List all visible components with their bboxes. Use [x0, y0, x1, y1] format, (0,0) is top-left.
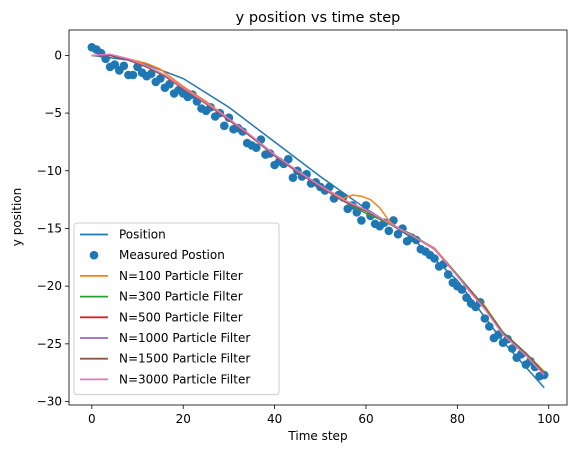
legend-label: N=100 Particle Filter	[119, 269, 243, 283]
x-tick-label: 0	[88, 412, 96, 426]
legend-label: N=1000 Particle Filter	[119, 331, 250, 345]
series-line-filter-6	[91, 53, 545, 376]
y-tick-label: −15	[37, 221, 62, 235]
measured-point	[220, 121, 229, 131]
x-axis-title: Time step	[287, 429, 347, 443]
measured-point	[384, 226, 394, 236]
legend-label: N=1500 Particle Filter	[119, 352, 250, 366]
measured-point	[462, 293, 471, 303]
measured-point	[265, 149, 275, 158]
legend-label: Measured Postion	[119, 248, 225, 262]
y-tick-label: −30	[37, 395, 62, 409]
measured-point	[165, 79, 174, 89]
measured-point	[110, 60, 119, 69]
measured-point	[156, 74, 165, 83]
x-tick-label: 20	[176, 412, 191, 426]
measured-point	[288, 173, 298, 182]
x-tick-label: 40	[267, 412, 282, 426]
axes: 0 20 40 60 80 100 0 −5 −10 −15 −20 −25 −30	[37, 48, 561, 426]
legend-label: N=3000 Particle Filter	[119, 372, 250, 386]
measured-point	[357, 216, 366, 225]
measured-point	[146, 69, 156, 79]
x-tick-label: 80	[450, 412, 465, 426]
measured-point	[119, 61, 129, 71]
legend-frame	[73, 222, 280, 396]
measured-point	[480, 314, 490, 323]
y-tick-label: −5	[44, 106, 62, 120]
measured-point	[485, 322, 494, 331]
y-tick-label: −20	[37, 279, 62, 293]
legend-label: N=300 Particle Filter	[119, 290, 243, 304]
measured-point	[507, 344, 517, 353]
plot-area	[87, 43, 549, 389]
y-tick-label: −25	[37, 337, 62, 351]
y-axis-title: y position	[10, 188, 24, 246]
y-tick-label: −10	[37, 164, 62, 178]
x-tick-label: 60	[358, 412, 373, 426]
measured-point	[457, 285, 467, 294]
measured-point	[251, 143, 261, 152]
measured-point	[430, 254, 439, 263]
measured-point	[443, 270, 453, 279]
plot-frame	[68, 29, 568, 406]
legend: Position Measured Postion N=100 Particle F…	[73, 222, 280, 396]
measured-point	[361, 201, 371, 210]
measured-point	[101, 54, 110, 64]
chart-title: y position vs time step	[236, 10, 401, 26]
legend-label: Position	[119, 228, 166, 242]
legend-swatch	[89, 250, 99, 260]
measured-point	[128, 70, 138, 80]
legend-label: N=500 Particle Filter	[119, 310, 243, 324]
measured-point	[284, 154, 293, 164]
y-tick-label: 0	[54, 48, 62, 62]
x-tick-label: 100	[537, 412, 560, 426]
